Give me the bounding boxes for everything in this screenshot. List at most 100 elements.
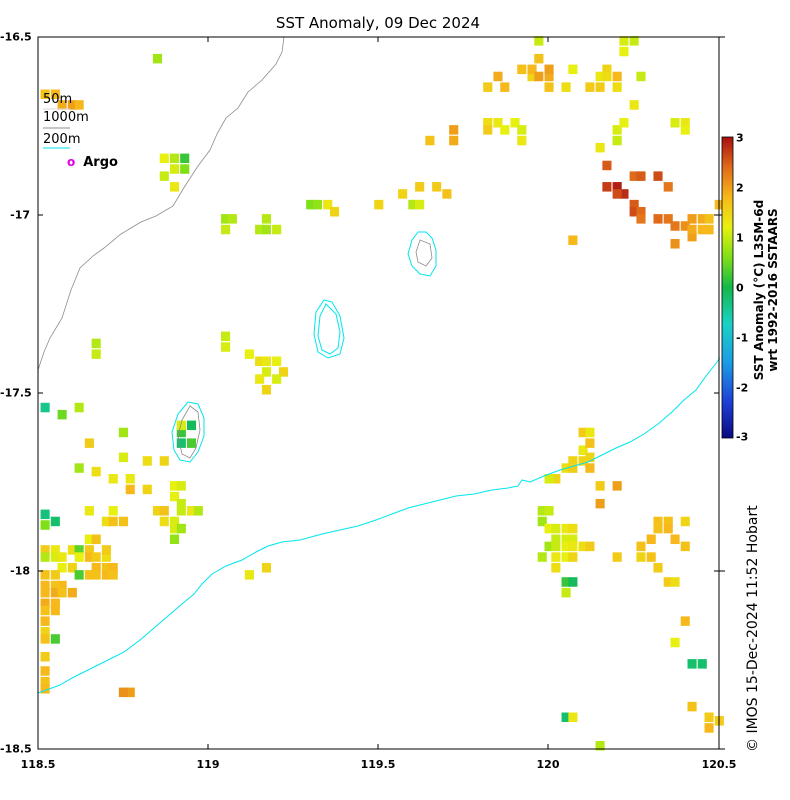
sst-cell [261, 384, 271, 395]
sst-cell [176, 438, 186, 448]
sst-cell [697, 224, 707, 235]
sst-cell [50, 545, 60, 555]
island-coast [177, 405, 201, 459]
y-tick-label: -16.5 [0, 30, 32, 44]
sst-cell [108, 570, 118, 580]
sst-cell [152, 53, 163, 64]
sst-cell [67, 100, 77, 110]
sst-cell [142, 484, 152, 495]
colorbar-label-line2: wrt 1992-2016 SSTAARS [766, 208, 780, 372]
sst-cell [612, 552, 622, 562]
sst-cell [510, 117, 520, 128]
sst-cell [50, 516, 60, 527]
sst-cell [278, 367, 289, 377]
sst-cell [152, 506, 163, 516]
sst-cell [670, 239, 680, 249]
sst-cell [329, 206, 340, 217]
sst-cell [578, 427, 588, 438]
sst-cell [568, 523, 578, 534]
colorbar-label: SST Anomaly (°C) L3SM-6d wrt 1992-2016 S… [752, 180, 780, 400]
sst-cell [653, 562, 663, 573]
sst-cell [398, 189, 408, 199]
sst-cell [585, 82, 595, 92]
sst-cell [680, 541, 690, 552]
sst-cell [646, 552, 656, 562]
sst-cell [483, 82, 493, 92]
sst-cell [169, 481, 180, 491]
sst-cell [663, 523, 673, 534]
sst-cell [551, 562, 561, 573]
sst-cell [449, 125, 459, 135]
sst-cell [108, 473, 118, 484]
sst-cell [663, 214, 673, 224]
sst-cell [159, 506, 169, 516]
sst-cell [57, 100, 67, 110]
sst-cell [670, 117, 680, 128]
sst-cell [500, 125, 510, 135]
sst-cell [568, 552, 578, 562]
sst-cell [629, 199, 639, 210]
sst-cell [653, 516, 663, 527]
sst-cell [40, 509, 50, 520]
sst-cell [544, 473, 554, 484]
sst-cell [670, 577, 680, 587]
sst-cell [261, 367, 271, 377]
sst-cell [595, 481, 605, 491]
sst-cell [602, 160, 612, 171]
sst-cell [118, 452, 128, 463]
x-tick-label: 119 [196, 758, 220, 771]
sst-cell [500, 82, 510, 92]
sst-cell [432, 182, 442, 192]
sst-cell [636, 552, 646, 562]
sst-cell [50, 634, 60, 644]
legend-50m: 50m [43, 92, 73, 107]
sst-cell [374, 199, 384, 210]
sst-cell [159, 456, 169, 466]
sst-cell [687, 701, 697, 712]
sst-cell [74, 100, 84, 110]
argo-label: Argo [83, 155, 118, 170]
y-tick-label: -18 [10, 564, 30, 578]
sst-cell [84, 570, 94, 580]
sst-cell [551, 552, 561, 562]
sst-cell [483, 117, 493, 128]
sst-cell [612, 71, 622, 82]
sst-cell [561, 587, 571, 598]
legend-1000m: 1000m [43, 110, 89, 125]
sst-anomaly-cells [40, 36, 724, 751]
sst-cell [50, 552, 60, 562]
sst-cell [680, 221, 690, 231]
sst-cell [704, 224, 714, 235]
sst-cell [176, 481, 186, 491]
sst-cell [687, 214, 697, 224]
island-1000m-contour [171, 401, 205, 463]
sst-cell [169, 534, 180, 545]
sst-cell [169, 491, 180, 502]
sst-cell [534, 71, 544, 82]
sst-cell [670, 221, 680, 231]
sst-cell [585, 427, 595, 438]
sst-cell [101, 516, 111, 527]
sst-cell [180, 164, 190, 174]
sst-cell [517, 135, 527, 146]
sst-cell [84, 438, 94, 448]
sst-cell [261, 224, 271, 235]
sst-cell [272, 224, 282, 235]
sst-cell [50, 570, 60, 580]
sst-cell [40, 587, 50, 598]
sst-cell [551, 534, 561, 545]
sst-cell [527, 64, 537, 75]
legend-argo: o Argo [67, 155, 118, 170]
sst-cell [108, 516, 118, 527]
sst-cell [40, 570, 50, 580]
sst-cell [244, 349, 254, 359]
sst-cell [186, 438, 197, 448]
sst-cell [629, 100, 639, 110]
sst-cell [493, 117, 503, 128]
sst-cell [91, 552, 101, 562]
sst-cell [568, 235, 578, 245]
sst-cell [40, 520, 50, 530]
sst-cell [91, 534, 101, 545]
sst-cell [578, 445, 588, 456]
